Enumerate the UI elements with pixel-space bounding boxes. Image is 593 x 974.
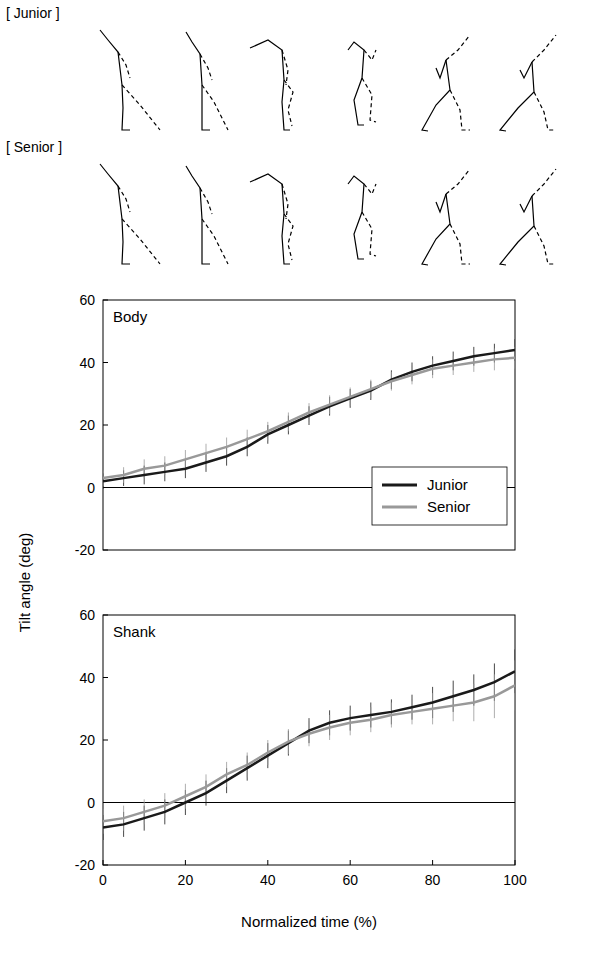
legend-label: Junior	[427, 476, 468, 493]
stick-limb	[520, 62, 532, 78]
stick-limb	[122, 219, 160, 264]
stick-limb	[118, 186, 130, 212]
stick-limb	[202, 219, 228, 264]
y-tick	[103, 550, 108, 551]
y-tick-label: 40	[79, 355, 95, 371]
plot-frame	[103, 300, 515, 550]
panel-title: Body	[113, 308, 148, 325]
figure: [ Junior ][ Senior ]-200204060BodyJunior…	[0, 0, 593, 974]
stick-limb	[446, 35, 470, 60]
y-tick-label: -20	[75, 857, 95, 873]
y-tick	[103, 677, 108, 678]
stick-limb	[348, 42, 364, 125]
series-line	[103, 358, 515, 478]
data	[103, 339, 515, 489]
stick-limb	[500, 196, 534, 265]
series-line	[103, 671, 515, 827]
stick-limb	[100, 30, 130, 130]
y-tick	[103, 300, 108, 301]
panel: -200204060020406080100Shank	[75, 607, 527, 888]
y-tick	[103, 615, 108, 616]
x-tick-label: 0	[99, 872, 107, 888]
x-tick-label: 20	[178, 872, 194, 888]
stick-limb	[422, 60, 450, 131]
y-tick-label: 40	[79, 670, 95, 686]
stick-limb	[202, 85, 228, 130]
stick-limb	[250, 174, 290, 264]
stick-limb	[282, 50, 288, 85]
stick-limb	[348, 176, 364, 259]
stick-limb	[450, 224, 470, 264]
y-tick-label: 0	[87, 480, 95, 496]
x-tick-label: 80	[425, 872, 441, 888]
stick-limb	[282, 184, 288, 219]
stick-limb	[186, 32, 210, 130]
stick-limb	[100, 164, 130, 264]
stick-limb	[362, 78, 376, 122]
stick-limb	[364, 50, 376, 60]
stick-limb	[532, 35, 556, 62]
y-tick	[103, 425, 108, 426]
stick-limb	[532, 169, 556, 196]
x-tick-label: 40	[260, 872, 276, 888]
stick-limb	[450, 90, 470, 130]
x-tick-label: 60	[342, 872, 358, 888]
stick-limb	[284, 80, 293, 126]
y-tick-label: 20	[79, 417, 95, 433]
stick-limb	[122, 85, 160, 130]
stick-limb	[422, 194, 450, 265]
series-line	[103, 350, 515, 481]
data	[103, 649, 515, 840]
panel-title: Shank	[113, 623, 156, 640]
row-label: [ Junior ]	[6, 5, 60, 21]
plot-frame	[103, 615, 515, 865]
stick-limb	[118, 52, 130, 78]
legend: Junior Senior	[372, 467, 507, 525]
y-tick-label: 20	[79, 732, 95, 748]
legend-label: Senior	[427, 498, 470, 515]
stick-limb	[500, 62, 534, 131]
stick-limb	[284, 214, 293, 260]
y-tick-label: 60	[79, 292, 95, 308]
y-tick	[103, 865, 108, 866]
legend-swatch	[382, 484, 417, 487]
stick-limb	[250, 40, 290, 130]
y-tick-label: 0	[87, 795, 95, 811]
panel: -20 0 20 40 60 Body Junior Senior	[75, 292, 515, 558]
y-tick-label: -20	[75, 542, 95, 558]
legend-box	[372, 467, 507, 525]
x-tick	[432, 860, 433, 865]
stick-limb	[436, 60, 446, 78]
stick-limb	[186, 166, 210, 264]
stick-limb	[436, 194, 446, 212]
stick-limb	[364, 184, 376, 194]
y-axis-title: Tilt angle (deg)	[16, 533, 33, 633]
x-tick	[185, 860, 186, 865]
x-tick	[515, 860, 516, 865]
x-tick	[350, 860, 351, 865]
row-label: [ Senior ]	[6, 139, 62, 155]
y-tick-label: 60	[79, 607, 95, 623]
stick-limb	[520, 196, 532, 212]
stick-limb	[200, 54, 212, 80]
x-tick	[267, 860, 268, 865]
stick-figures	[100, 164, 556, 265]
y-tick	[103, 362, 108, 363]
x-tick-label: 100	[503, 872, 527, 888]
legend-swatch	[382, 506, 417, 509]
stick-figures	[100, 30, 556, 131]
x-tick	[103, 860, 104, 865]
y-tick	[103, 802, 108, 803]
series-line	[103, 685, 515, 821]
y-tick	[103, 740, 108, 741]
stick-limb	[534, 92, 556, 130]
stick-limb	[362, 212, 376, 256]
x-axis-title: Normalized time (%)	[241, 913, 377, 930]
y-tick	[103, 487, 108, 488]
stick-limb	[446, 169, 470, 194]
stick-limb	[534, 226, 556, 264]
stick-limb	[200, 188, 212, 214]
